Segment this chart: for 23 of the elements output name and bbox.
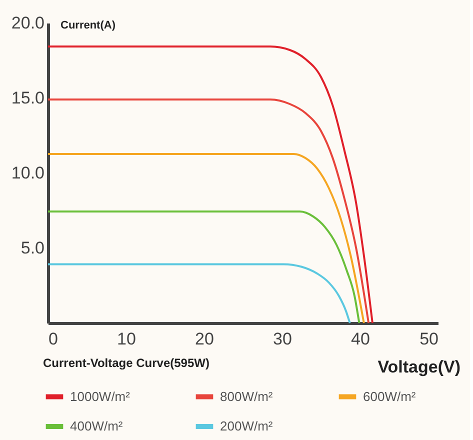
x-tick-label: 0 <box>48 330 58 348</box>
x-tick-label: 10 <box>117 330 136 348</box>
legend-label: 800W/m² <box>220 388 274 404</box>
y-axis-title: Current(A) <box>60 20 116 32</box>
legend-label: 400W/m² <box>70 418 124 434</box>
y-tick-label: 20.0 <box>11 14 44 32</box>
x-tick-label: 40 <box>351 330 370 348</box>
line-series <box>47 98 370 324</box>
line-series <box>47 152 365 324</box>
y-tick-label: 15.0 <box>11 88 44 108</box>
legend-label: 600W/m² <box>363 388 416 404</box>
x-axis-title: Voltage(V) <box>378 358 460 376</box>
legend-label: 1000W/m² <box>70 388 131 404</box>
line-series <box>47 46 374 324</box>
text: Current-Voltage Curve(595W) <box>43 356 210 370</box>
x-tick-label: 50 <box>420 330 438 348</box>
x-tick-label: 20 <box>195 330 214 348</box>
line-series <box>47 210 360 324</box>
legend-label: 200W/m² <box>220 418 274 434</box>
x-tick-label: 30 <box>273 330 292 348</box>
line-series <box>47 263 351 324</box>
y-tick-label: 10.0 <box>11 164 44 182</box>
y-tick-label: 5.0 <box>20 238 44 258</box>
